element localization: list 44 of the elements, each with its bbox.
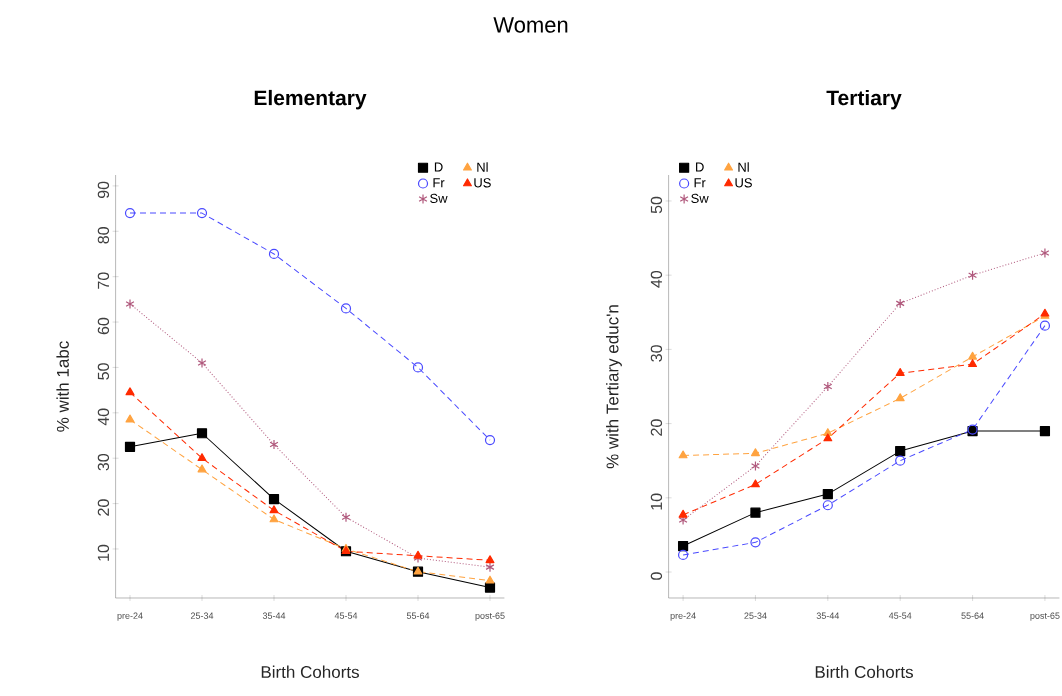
x-tick-label: 25-34 [190, 612, 214, 619]
legend-label: US [474, 178, 491, 188]
text: Women [493, 17, 568, 33]
y-tick-label: 40 [650, 270, 663, 288]
x-tick-label: 35-44 [262, 612, 286, 619]
y-tick-label: 10 [97, 544, 110, 561]
x-tick-label: 45-54 [334, 612, 358, 619]
legend-label: D [696, 162, 704, 172]
y-tick-label: 70 [97, 272, 110, 289]
y-tick-label: 20 [97, 499, 110, 516]
y-tick-label: 20 [650, 419, 663, 436]
legend-label: Nl [477, 162, 488, 172]
y-tick-label: 0 [650, 572, 663, 580]
legend-label: Sw [691, 193, 709, 203]
x-tick-label: 45-54 [888, 612, 912, 619]
legend-label: Sw [430, 193, 448, 203]
x-tick-label: post-65 [475, 612, 505, 621]
y-tick-label: 30 [97, 453, 110, 471]
x-tick-label: pre-24 [117, 612, 143, 621]
x-tick-label: pre-24 [670, 612, 696, 621]
legend-label: Fr [433, 178, 445, 188]
y-tick-label: 60 [97, 317, 110, 335]
legend-label: D [434, 162, 443, 172]
y-axis-title: % with Tertiary educ'n [606, 305, 622, 469]
x-tick-label: 55-64 [406, 612, 430, 619]
x-tick-label: 35-44 [816, 612, 840, 619]
legend-label: Nl [738, 162, 749, 172]
legend-label: US [735, 178, 752, 188]
y-tick-label: 10 [650, 493, 663, 510]
x-tick-label: 25-34 [744, 612, 767, 619]
legend-label: Fr [694, 178, 706, 188]
chart-title: Tertiary [826, 89, 902, 110]
x-tick-label: 55-64 [961, 612, 984, 619]
y-tick-label: 40 [97, 408, 110, 426]
x-tick-label: post-65 [1030, 612, 1060, 621]
x-axis-title: Birth Cohorts [815, 665, 913, 679]
y-tick-label: 50 [650, 196, 663, 214]
y-tick-label: 50 [97, 363, 110, 380]
y-tick-label: 90 [97, 181, 110, 199]
y-tick-label: 80 [97, 227, 110, 244]
chart-title: Elementary [254, 89, 367, 110]
x-axis-title: Birth Cohorts [261, 665, 359, 679]
y-axis-title: % with 1abc [56, 341, 69, 432]
y-tick-label: 30 [650, 345, 663, 362]
